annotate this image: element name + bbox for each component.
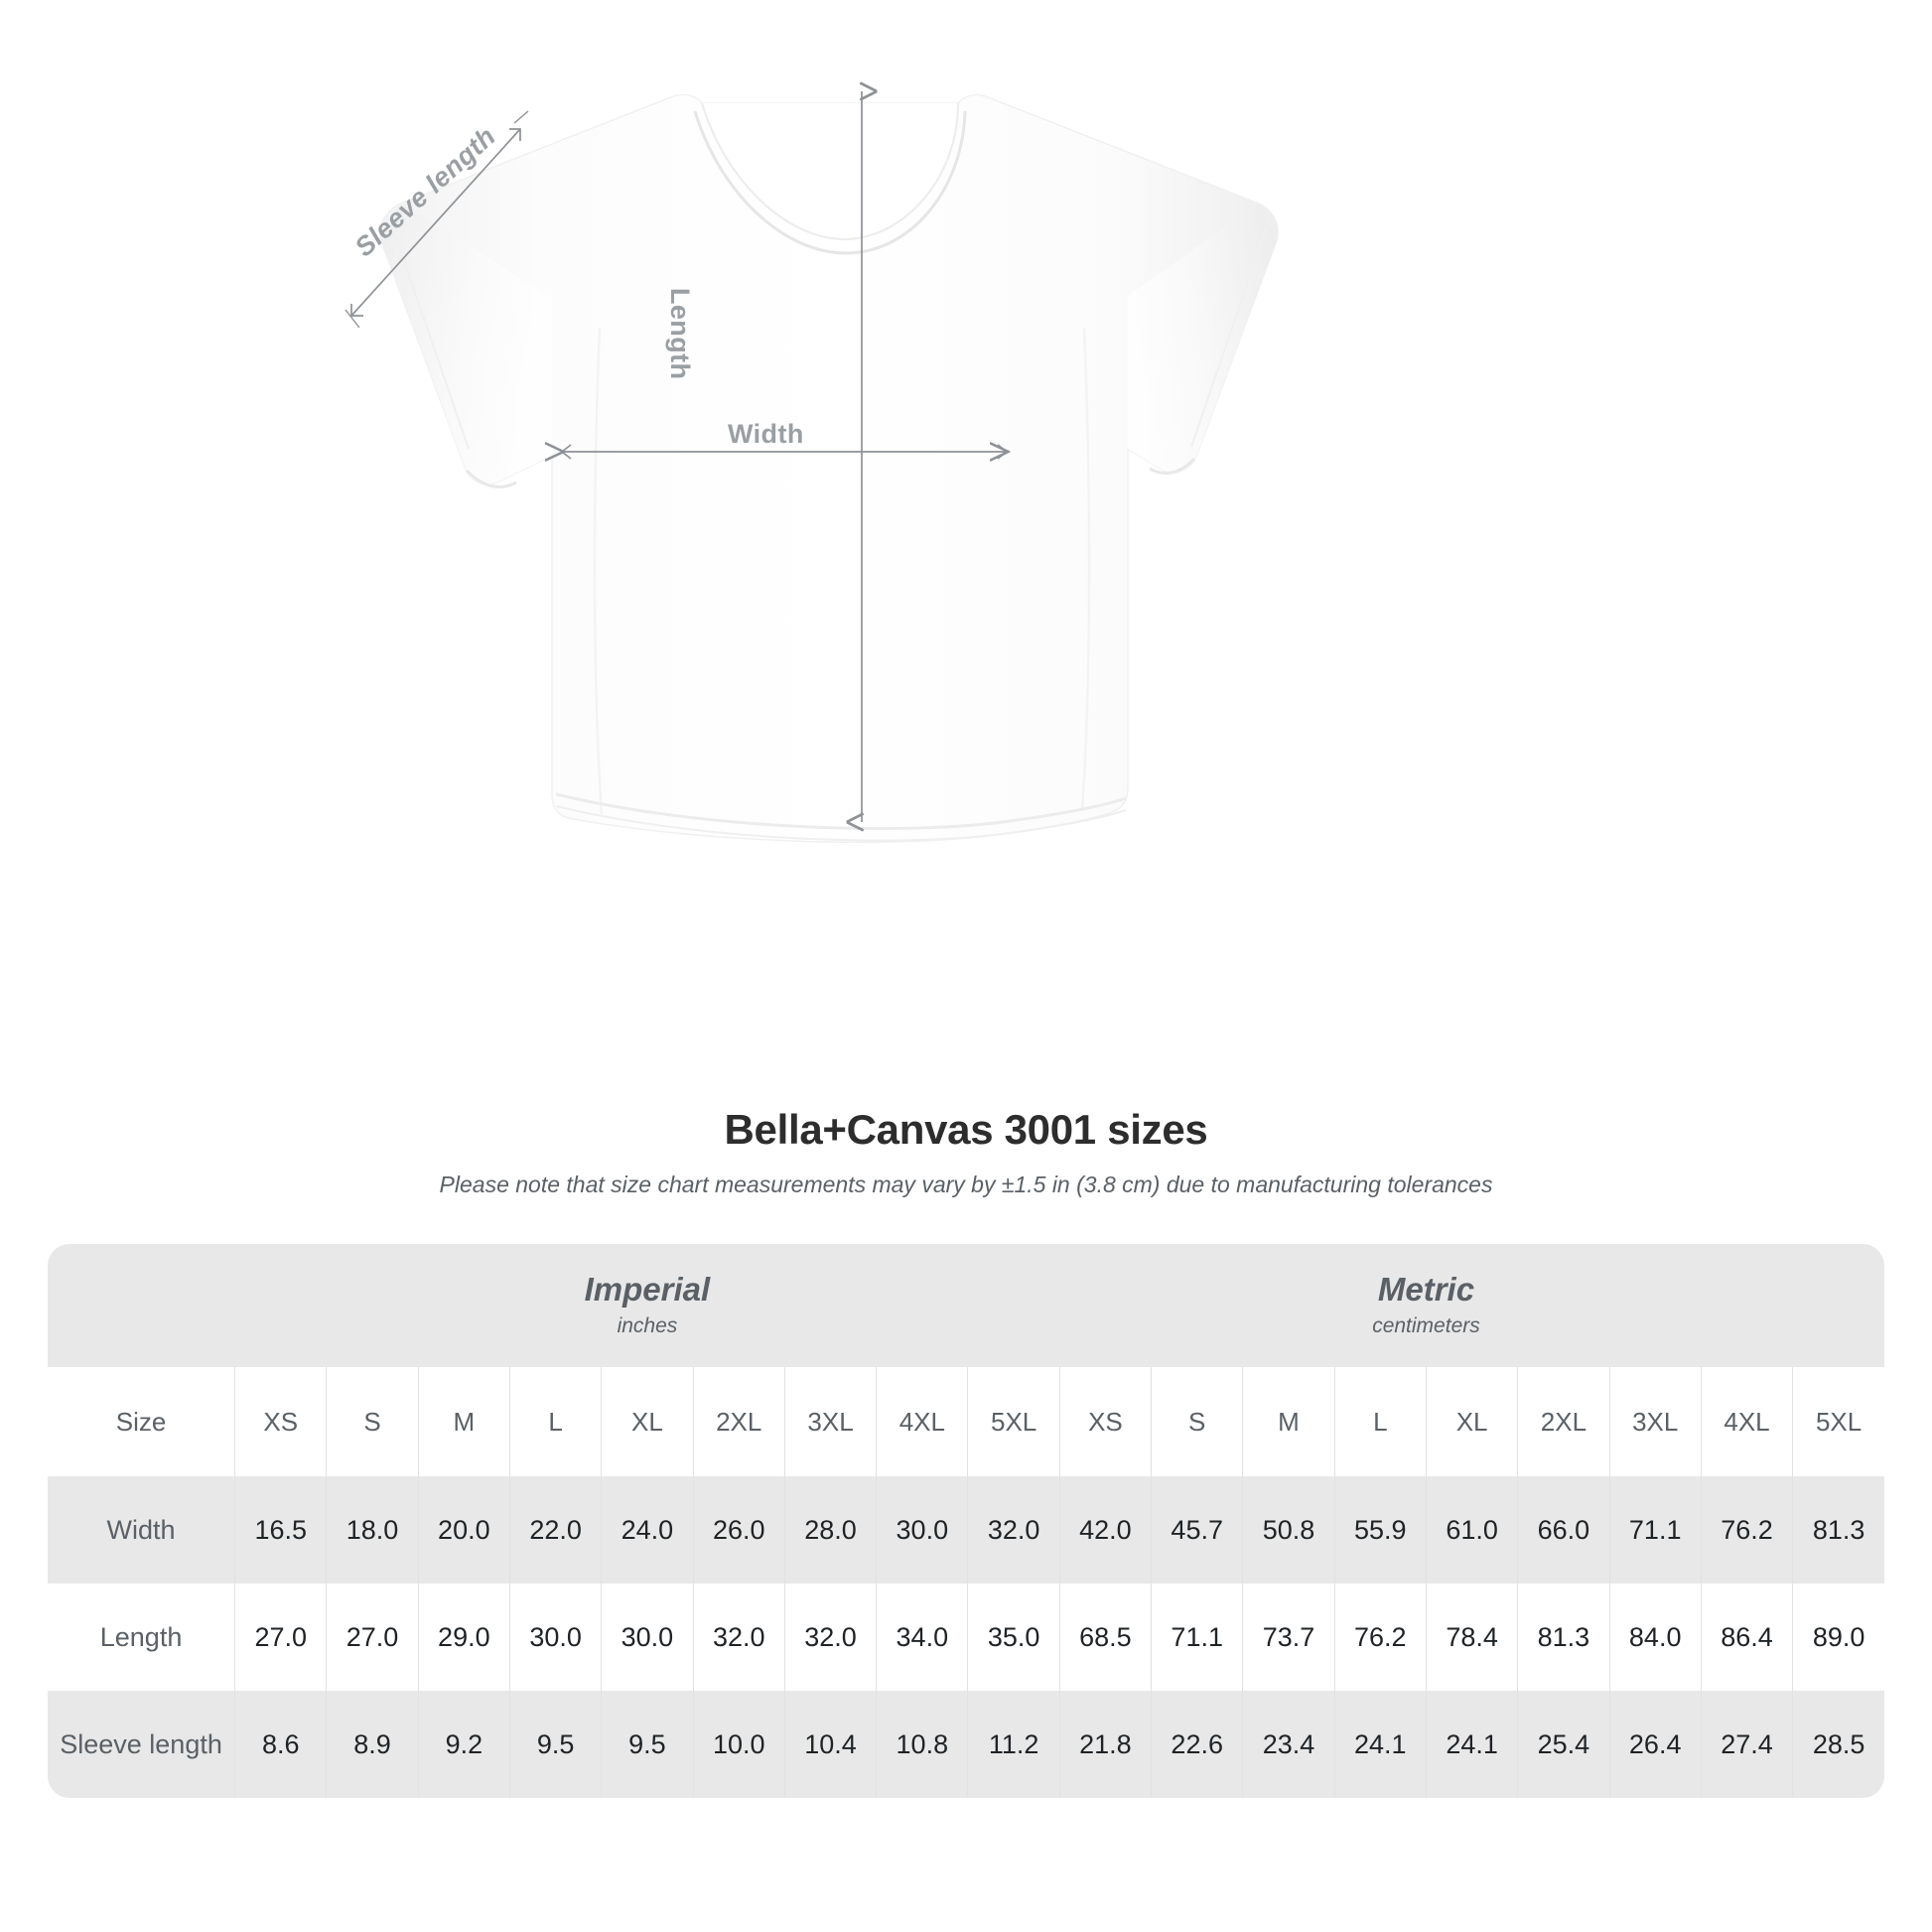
width-label: Width [728,419,804,449]
cell-sleeve-metric-s: 22.6 [1151,1691,1243,1798]
size-col-imperial-xs: XS [234,1367,327,1476]
cell-width-metric-3xl: 71.1 [1608,1476,1702,1584]
size-col-metric-xl: XL [1425,1367,1518,1476]
cell-length-metric-3xl: 84.0 [1608,1584,1702,1691]
unit-group-metric: Metric centimeters [1059,1244,1793,1367]
cell-width-metric-xl: 61.0 [1425,1476,1518,1584]
size-col-imperial-5xl: 5XL [967,1367,1060,1476]
unit-group-metric-sub: centimeters [1372,1313,1480,1337]
size-chart-table-wrapper: Imperial inches Metric centimeters Size … [48,1244,1884,1798]
cell-width-metric-xs: 42.0 [1058,1476,1152,1584]
size-col-imperial-2xl: 2XL [692,1367,785,1476]
cell-length-imperial-4xl: 34.0 [876,1584,968,1691]
cell-length-metric-xs: 68.5 [1058,1584,1152,1691]
cell-width-imperial-xl: 24.0 [601,1476,694,1584]
cell-sleeve-imperial-5xl: 11.2 [967,1691,1060,1798]
size-col-metric-l: L [1333,1367,1427,1476]
cell-sleeve-imperial-3xl: 10.4 [783,1691,877,1798]
cell-sleeve-imperial-m: 9.2 [417,1691,510,1798]
cell-length-metric-m: 73.7 [1242,1584,1335,1691]
cell-length-imperial-m: 29.0 [417,1584,510,1691]
cell-width-metric-l: 55.9 [1333,1476,1427,1584]
size-col-metric-s: S [1151,1367,1243,1476]
size-col-metric-5xl: 5XL [1792,1367,1884,1476]
cell-length-imperial-2xl: 32.0 [692,1584,785,1691]
cell-width-imperial-4xl: 30.0 [876,1476,968,1584]
page-title: Bella+Canvas 3001 sizes [724,1106,1208,1153]
row-label-width: Width [48,1476,235,1584]
size-header-row: Size XS S M L XL 2XL 3XL 4XL 5XL XS S M … [48,1367,1884,1476]
unit-spacer-cell [48,1244,235,1367]
cell-length-imperial-l: 30.0 [508,1584,602,1691]
cell-sleeve-metric-xs: 21.8 [1058,1691,1152,1798]
unit-group-imperial-sub: inches [617,1313,678,1337]
cell-length-imperial-3xl: 32.0 [783,1584,877,1691]
cell-sleeve-imperial-s: 8.9 [326,1691,419,1798]
size-col-imperial-l: L [508,1367,602,1476]
row-label-length: Length [48,1584,235,1691]
unit-header-row: Imperial inches Metric centimeters [48,1244,1884,1367]
size-col-imperial-xl: XL [601,1367,694,1476]
cell-width-imperial-s: 18.0 [326,1476,419,1584]
cell-sleeve-metric-l: 24.1 [1333,1691,1427,1798]
size-col-metric-m: M [1242,1367,1335,1476]
cell-width-imperial-m: 20.0 [417,1476,510,1584]
unit-group-metric-end [1792,1244,1884,1367]
cell-length-imperial-xl: 30.0 [601,1584,694,1691]
sleeve-dimension-line [350,128,521,317]
size-col-imperial-m: M [417,1367,510,1476]
cell-width-imperial-2xl: 26.0 [692,1476,785,1584]
cell-width-metric-4xl: 76.2 [1700,1476,1793,1584]
size-col-imperial-s: S [326,1367,419,1476]
tshirt-illustration [345,0,1279,844]
cell-width-metric-m: 50.8 [1242,1476,1335,1584]
size-col-imperial-4xl: 4XL [876,1367,968,1476]
cell-length-metric-s: 71.1 [1151,1584,1243,1691]
cell-length-imperial-s: 27.0 [326,1584,419,1691]
cell-width-imperial-xs: 16.5 [234,1476,327,1584]
size-chart-table: Imperial inches Metric centimeters Size … [48,1244,1884,1798]
unit-group-imperial: Imperial inches [234,1244,1060,1367]
cell-width-metric-2xl: 66.0 [1517,1476,1610,1584]
table-row: Sleeve length 8.6 8.9 9.2 9.5 9.5 10.0 1… [48,1691,1884,1798]
cell-width-imperial-l: 22.0 [508,1476,602,1584]
tolerance-note: Please note that size chart measurements… [439,1172,1493,1197]
cell-length-metric-l: 76.2 [1333,1584,1427,1691]
cell-sleeve-imperial-2xl: 10.0 [692,1691,785,1798]
cell-sleeve-imperial-xs: 8.6 [234,1691,327,1798]
table-row: Width 16.5 18.0 20.0 22.0 24.0 26.0 28.0… [48,1476,1884,1584]
size-col-metric-4xl: 4XL [1700,1367,1793,1476]
cell-sleeve-imperial-l: 9.5 [508,1691,602,1798]
cell-width-metric-s: 45.7 [1151,1476,1243,1584]
title-block: Bella+Canvas 3001 sizes Please note that… [0,1106,1932,1198]
cell-sleeve-imperial-xl: 9.5 [601,1691,694,1798]
cell-length-imperial-5xl: 35.0 [967,1584,1060,1691]
cell-length-imperial-xs: 27.0 [234,1584,327,1691]
unit-group-imperial-name: Imperial [584,1271,711,1309]
cell-sleeve-imperial-4xl: 10.8 [876,1691,968,1798]
cell-length-metric-5xl: 89.0 [1792,1584,1884,1691]
row-label-sleeve-length: Sleeve length [48,1691,235,1798]
cell-sleeve-metric-3xl: 26.4 [1608,1691,1702,1798]
size-col-metric-3xl: 3XL [1608,1367,1702,1476]
cell-sleeve-metric-5xl: 28.5 [1792,1691,1884,1798]
cell-sleeve-metric-m: 23.4 [1242,1691,1335,1798]
size-header-label: Size [48,1367,235,1476]
cell-width-imperial-3xl: 28.0 [783,1476,877,1584]
cell-length-metric-2xl: 81.3 [1517,1584,1610,1691]
tshirt-diagram: Sleeve length Length Width [345,0,1279,844]
length-label: Length [665,288,695,380]
size-col-imperial-3xl: 3XL [783,1367,877,1476]
cell-sleeve-metric-4xl: 27.4 [1700,1691,1793,1798]
cell-width-metric-5xl: 81.3 [1792,1476,1884,1584]
size-col-metric-2xl: 2XL [1517,1367,1610,1476]
size-col-metric-xs: XS [1058,1367,1152,1476]
unit-group-metric-name: Metric [1377,1271,1475,1309]
table-row: Length 27.0 27.0 29.0 30.0 30.0 32.0 32.… [48,1584,1884,1691]
cell-length-metric-xl: 78.4 [1425,1584,1518,1691]
cell-sleeve-metric-xl: 24.1 [1425,1691,1518,1798]
cell-width-imperial-5xl: 32.0 [967,1476,1060,1584]
cell-length-metric-4xl: 86.4 [1700,1584,1793,1691]
cell-sleeve-metric-2xl: 25.4 [1517,1691,1610,1798]
